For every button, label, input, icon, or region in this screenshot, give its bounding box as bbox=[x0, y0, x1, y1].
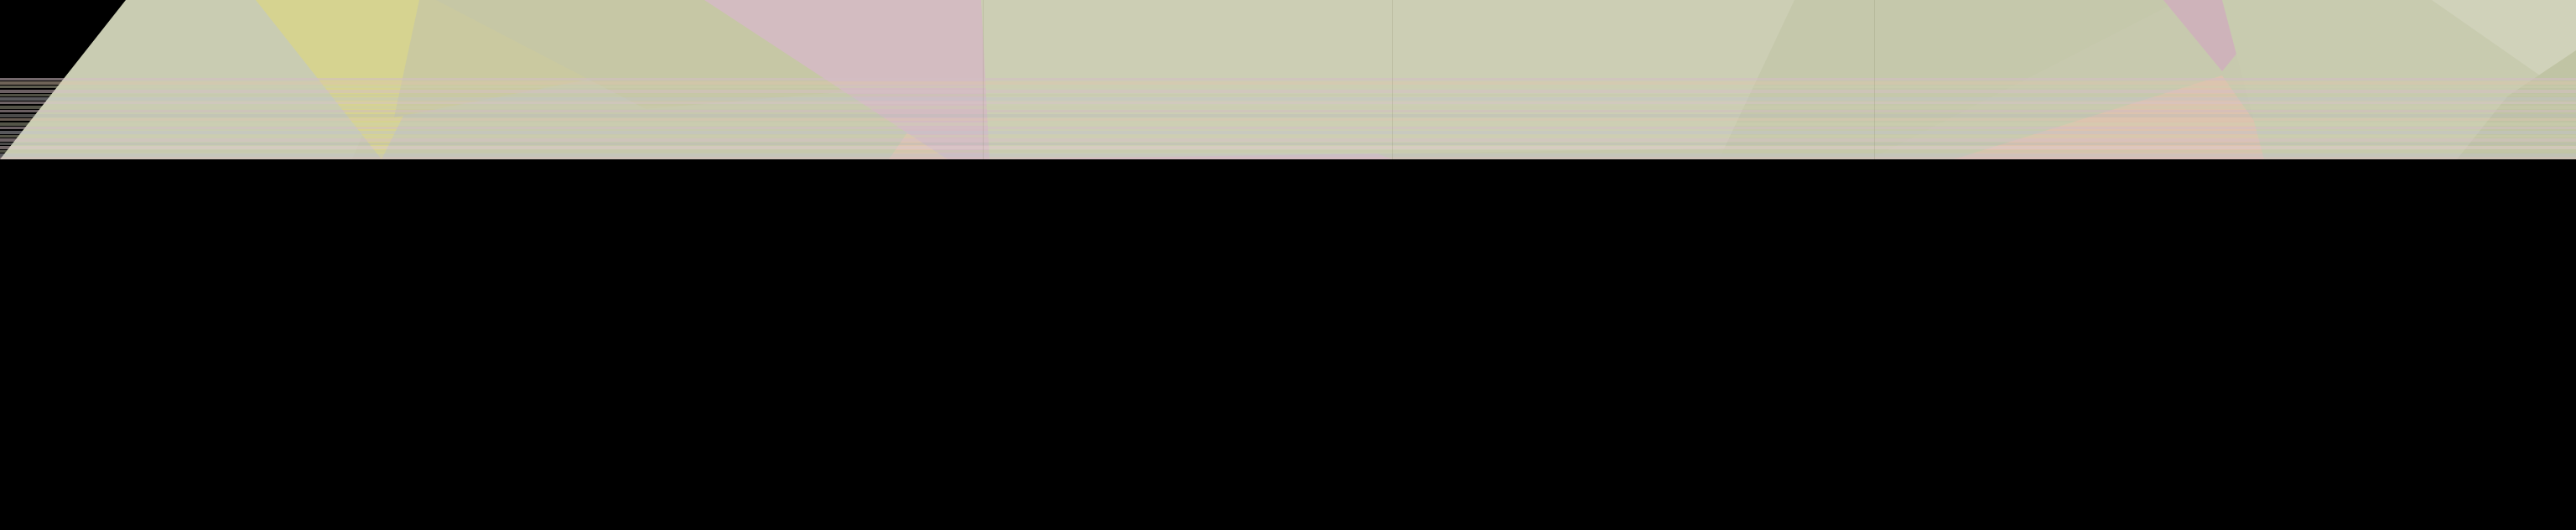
vertical-seam-center bbox=[1392, 0, 1393, 159]
letterbox-bottom bbox=[0, 159, 2576, 530]
olive-notch-right-edge bbox=[2457, 50, 2576, 159]
vertical-seam-left bbox=[983, 0, 984, 159]
artwork-region bbox=[0, 0, 2576, 159]
sage-large-center bbox=[981, 0, 1836, 159]
low-poly-svg bbox=[0, 0, 2576, 159]
vertical-seam-right bbox=[1874, 0, 1875, 159]
